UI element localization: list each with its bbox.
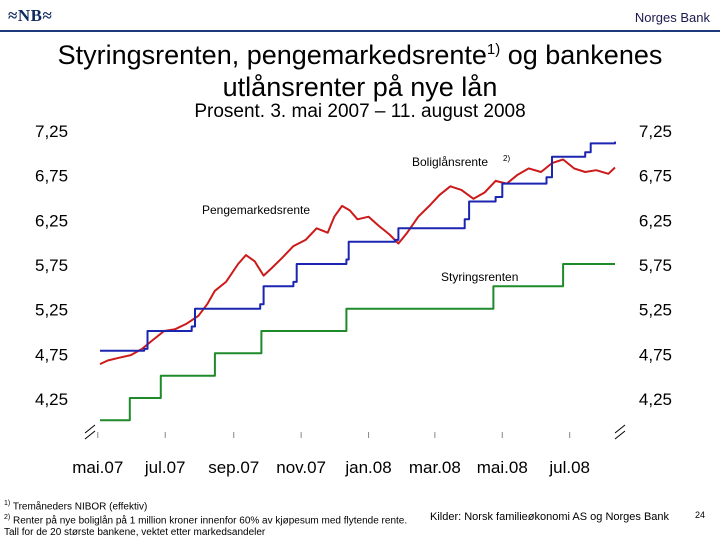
series-layer xyxy=(99,141,616,422)
y-tick-label-right: 4,75 xyxy=(639,345,672,364)
axis-break-mark xyxy=(614,424,626,434)
footnote-2: 2) Renter på nye boliglån på 1 million k… xyxy=(4,512,424,537)
x-axis: mai.07 jul.07 sep.07 nov.07 jan.08 mar.08 mai.… xyxy=(72,424,626,477)
chart-title-rest: og bankenes xyxy=(500,40,663,70)
norges-bank-logo: ≈NB≈ xyxy=(8,6,53,25)
y-axis-right: 7,25 6,75 6,25 5,75 5,25 4,75 4,25 xyxy=(639,122,672,409)
y-tick-label-left: 6,25 xyxy=(35,211,68,230)
y-tick-label-right: 7,25 xyxy=(639,122,672,141)
y-tick-label-left: 5,75 xyxy=(35,256,68,275)
y-tick-label-left: 7,25 xyxy=(35,122,68,141)
x-tick-label: jul.08 xyxy=(548,458,590,477)
bank-name: Norges Bank xyxy=(634,10,710,25)
y-tick-label-right: 6,25 xyxy=(639,211,672,230)
x-tick-label: mar.08 xyxy=(409,458,461,477)
y-axis-left: 7,25 6,75 6,25 5,75 5,25 4,75 4,25 xyxy=(35,122,68,409)
y-tick-label-left: 4,25 xyxy=(35,390,68,409)
x-tick-label: jan.08 xyxy=(344,458,391,477)
policy-rate-line xyxy=(100,263,615,422)
footnote-2-marker: 2) xyxy=(4,514,11,522)
y-tick-label-right: 6,75 xyxy=(639,167,672,186)
footnote-1: 1) Tremåneders NIBOR (effektiv) xyxy=(4,498,424,512)
label-money-market-rate: Pengemarkedsrente xyxy=(202,203,310,217)
mortgage-rate-line xyxy=(100,141,616,352)
label-policy-rate: Styringsrenten xyxy=(441,270,518,284)
y-tick-label-right: 4,25 xyxy=(639,390,672,409)
y-tick-label-left: 6,75 xyxy=(35,167,68,186)
series-labels: Boliglånsrente 2) Pengemarkedsrente Styring… xyxy=(202,154,518,284)
chart-title-footnote-marker: 1) xyxy=(486,41,501,58)
axis-break-mark xyxy=(84,430,96,440)
page-number: 24 xyxy=(695,510,706,520)
footnotes: 1) Tremåneders NIBOR (effektiv) 2) Rente… xyxy=(4,498,424,538)
header-divider xyxy=(0,30,720,32)
source-note: Kilder: Norsk familieøkonomi AS og Norge… xyxy=(430,511,670,523)
chart-subtitle: Prosent. 3. mai 2007 – 11. august 2008 xyxy=(194,101,526,122)
y-tick-label-right: 5,75 xyxy=(639,256,672,275)
axis-break-mark xyxy=(84,424,96,434)
x-tick-label: jul.07 xyxy=(144,458,186,477)
chart-title-line2: utlånsrenter på nye lån xyxy=(222,72,498,102)
x-tick-label: mai.08 xyxy=(477,458,528,477)
x-tick-label: sep.07 xyxy=(208,458,259,477)
footnote-1-marker: 1) xyxy=(4,500,11,507)
label-mortgage-rate: Boliglånsrente xyxy=(412,155,488,169)
y-tick-label-left: 5,25 xyxy=(35,301,68,320)
footnote-1-text: Tremåneders NIBOR (effektiv) xyxy=(12,501,148,513)
x-tick-label: mai.07 xyxy=(72,458,123,477)
chart-title: Styringsrenten, pengemarkedsrente1) og b… xyxy=(0,34,720,103)
y-tick-label-right: 5,25 xyxy=(639,301,672,320)
y-tick-label-left: 4,75 xyxy=(35,345,68,364)
footnote-2-text: Renter på nye boliglån på 1 million kron… xyxy=(4,515,408,538)
money-market-rate-line xyxy=(99,158,616,366)
x-tick-label: nov.07 xyxy=(276,458,326,477)
axis-break-mark xyxy=(614,430,626,440)
chart-title-main: Styringsrenten, pengemarkedsrente xyxy=(57,40,487,70)
label-mortgage-rate-footnote: 2) xyxy=(503,154,510,163)
